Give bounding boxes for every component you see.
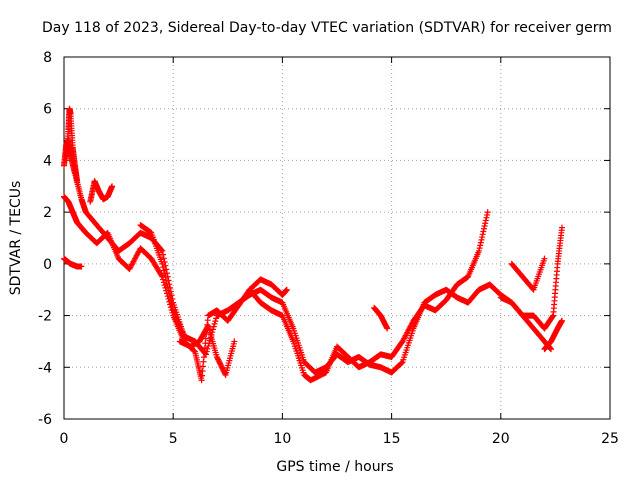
data-point: [479, 231, 486, 238]
series-track-12: [508, 255, 548, 293]
data-point: [541, 255, 548, 262]
data-point: [398, 359, 405, 366]
data-point: [210, 323, 217, 330]
series-track-3: [61, 255, 85, 270]
x-tick-label: 25: [601, 431, 619, 447]
data-point: [168, 300, 175, 307]
data-point: [167, 297, 174, 304]
series-track-6: [137, 222, 188, 340]
data-point: [204, 345, 211, 352]
data-point: [483, 214, 490, 221]
y-tick-label: 0: [43, 257, 52, 273]
data-point: [548, 346, 555, 353]
plot-frame: [63, 56, 611, 420]
y-tick-label: 6: [43, 102, 52, 118]
series-track-5: [87, 178, 116, 205]
data-point: [480, 228, 487, 235]
x-tick-label: 15: [383, 431, 401, 447]
data-point: [480, 225, 487, 232]
x-tick-label: 5: [169, 431, 178, 447]
data-point: [478, 236, 485, 243]
data-point: [169, 304, 176, 311]
x-tick-labels: 0 5 10 15 20 25: [60, 431, 619, 447]
data-point: [74, 178, 81, 185]
data-point: [163, 277, 170, 284]
y-tick-labels: -6 -4 -2 0 2 4 6 8: [38, 50, 52, 428]
data-point: [163, 280, 170, 287]
x-tick-label: 10: [273, 431, 291, 447]
data-point: [479, 234, 486, 241]
data-point: [161, 270, 168, 277]
data-point: [213, 315, 220, 322]
data-point: [549, 313, 556, 320]
series-track-9: [371, 304, 391, 332]
y-tick-label: 4: [43, 153, 52, 169]
x-tick-label: 0: [60, 431, 69, 447]
data-point: [160, 267, 167, 274]
data-point: [558, 317, 565, 324]
data-marks: [61, 105, 565, 384]
chart-title: Day 118 of 2023, Sidereal Day-to-day VTE…: [42, 20, 612, 36]
data-point: [211, 320, 218, 327]
data-point: [283, 286, 290, 293]
data-point: [191, 348, 198, 355]
data-point: [162, 274, 169, 281]
data-point: [231, 338, 238, 345]
x-axis-label: GPS time / hours: [276, 459, 393, 475]
data-point: [109, 183, 116, 190]
data-point: [476, 245, 483, 252]
data-point: [78, 263, 85, 270]
series-track-4: [63, 105, 81, 185]
data-point: [477, 242, 484, 249]
data-point: [477, 239, 484, 246]
y-axis-label: SDTVAR / TECUs: [8, 181, 24, 296]
x-tick-label: 20: [492, 431, 510, 447]
y-tick-label: 8: [43, 50, 52, 66]
data-point: [164, 284, 171, 291]
series-track-11: [541, 317, 565, 353]
data-point: [482, 217, 489, 224]
data-point: [158, 272, 165, 279]
data-point: [159, 260, 166, 267]
data-point: [484, 211, 491, 218]
data-point: [204, 324, 211, 331]
series-track-7: [176, 322, 238, 379]
data-point: [166, 290, 173, 297]
y-tick-label: -4: [38, 360, 52, 376]
data-point: [212, 318, 219, 325]
data-point: [482, 220, 489, 227]
data-point: [481, 222, 488, 229]
data-point: [475, 247, 482, 254]
data-point: [160, 264, 167, 271]
series-track-8: [246, 276, 290, 298]
series-track-10: [497, 224, 565, 332]
data-point: [484, 209, 491, 216]
y-tick-label: -2: [38, 309, 52, 325]
data-point: [165, 287, 172, 294]
data-point: [209, 326, 216, 333]
data-point: [221, 370, 228, 377]
grid: [64, 57, 610, 419]
data-point: [167, 294, 174, 301]
y-tick-label: -6: [38, 412, 52, 428]
y-tick-label: 2: [43, 205, 52, 221]
data-point: [160, 255, 167, 262]
data-point: [384, 325, 391, 332]
data-point: [181, 333, 188, 340]
data-point: [205, 343, 212, 350]
data-point: [558, 224, 565, 231]
